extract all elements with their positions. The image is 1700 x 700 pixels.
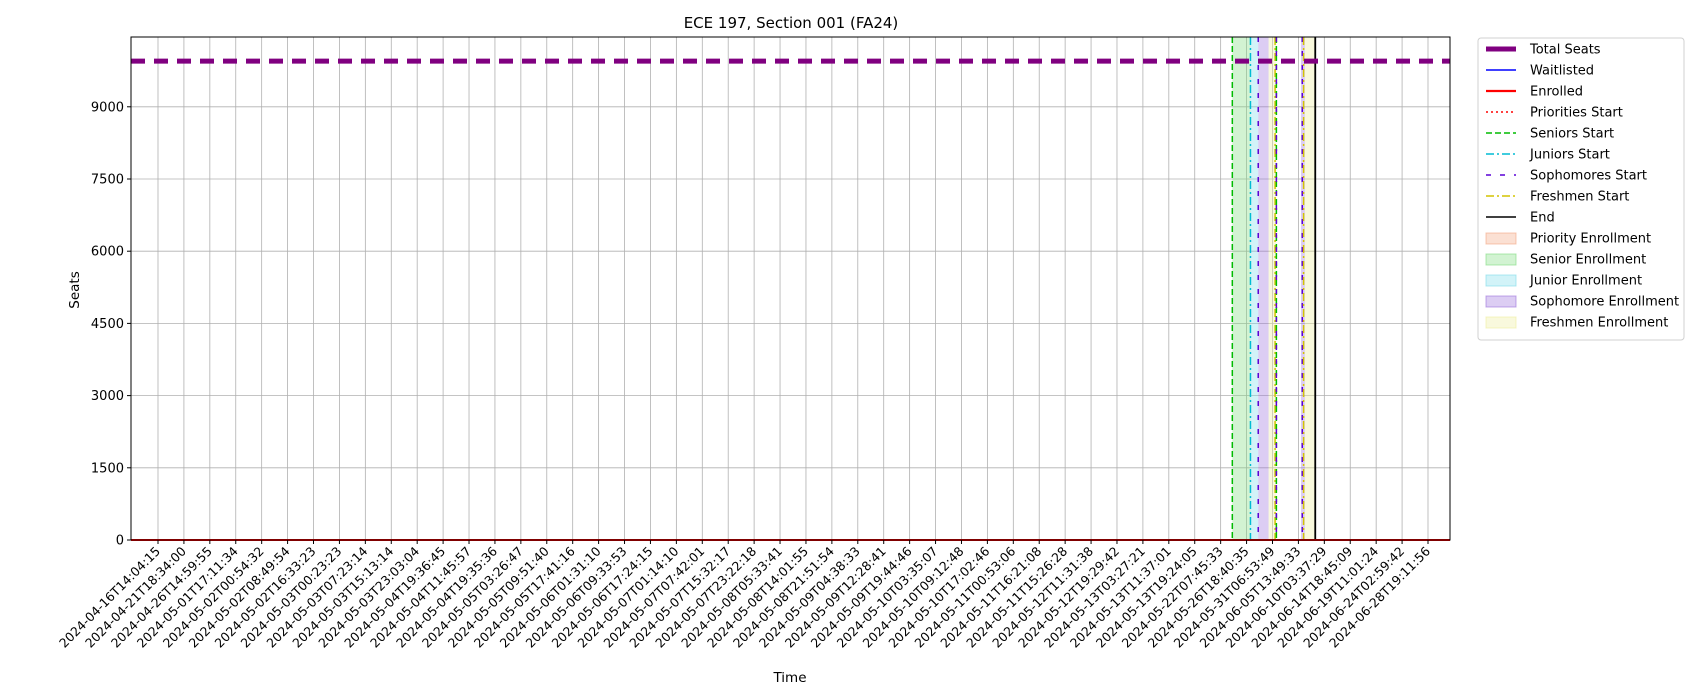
legend-label: Junior Enrollment	[1529, 274, 1642, 289]
legend-handle	[1485, 316, 1517, 329]
y-tick-label: 0	[116, 534, 124, 549]
enrollment-span	[1258, 37, 1269, 540]
enrollment-span	[1232, 37, 1251, 540]
x-axis-label: Time	[772, 670, 806, 686]
legend-handle	[1485, 253, 1517, 266]
chart-title: ECE 197, Section 001 (FA24)	[684, 14, 899, 32]
legend-label: Enrolled	[1530, 85, 1583, 100]
enrollment-span	[1250, 37, 1259, 540]
legend-label: End	[1530, 211, 1555, 226]
enrollment-span	[1268, 37, 1277, 540]
plot-area: 01500300045006000750090002024-04-16T14:0…	[56, 36, 1451, 651]
legend-label: Freshmen Enrollment	[1530, 316, 1668, 331]
y-tick-label: 7500	[91, 172, 124, 187]
legend-label: Sophomores Start	[1530, 169, 1647, 184]
y-axis-label: Seats	[67, 271, 83, 308]
legend-label: Senior Enrollment	[1530, 253, 1646, 268]
legend-label: Waitlisted	[1530, 64, 1594, 79]
y-tick-label: 1500	[91, 461, 124, 476]
enrollment-span	[1304, 37, 1316, 540]
legend-label: Seniors Start	[1530, 127, 1614, 142]
legend-label: Juniors Start	[1529, 148, 1610, 163]
legend-label: Priority Enrollment	[1530, 232, 1651, 247]
legend-box	[1477, 37, 1685, 341]
y-tick-label: 9000	[91, 100, 124, 115]
legend: Total Seats Waitlisted Enrolled Priorities …	[1477, 37, 1685, 341]
legend-label: Total Seats	[1529, 43, 1601, 58]
legend-label: Priorities Start	[1530, 106, 1623, 121]
legend-handle	[1485, 295, 1517, 308]
legend-label: Freshmen Start	[1530, 190, 1629, 205]
legend-label: Sophomore Enrollment	[1530, 295, 1679, 310]
legend-handle	[1485, 274, 1517, 287]
plot-frame	[130, 36, 1451, 541]
y-tick-label: 6000	[91, 245, 124, 260]
y-tick-label: 3000	[91, 389, 124, 404]
legend-handle	[1485, 232, 1517, 245]
y-tick-label: 4500	[91, 317, 124, 332]
